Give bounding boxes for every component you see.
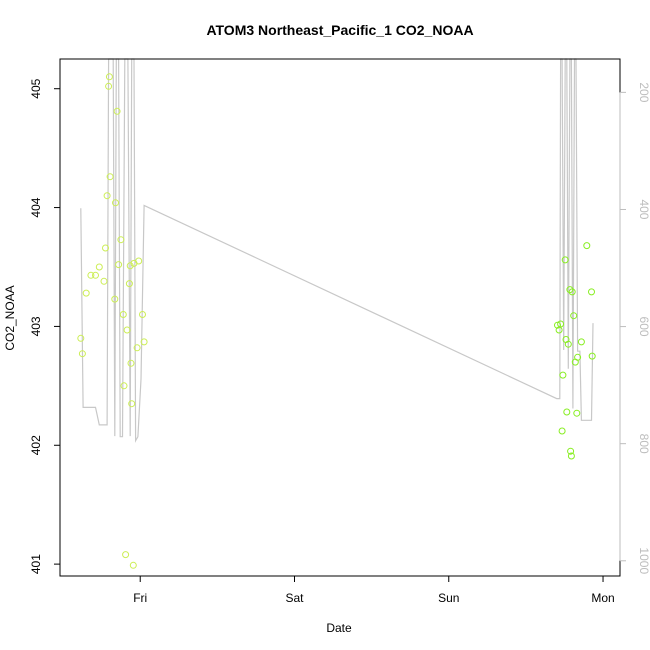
data-point	[122, 551, 130, 559]
x-axis: Fri Sat Sun Mon	[133, 575, 615, 605]
chart-title: ATOM3 Northeast_Pacific_1 CO2_NOAA	[206, 22, 473, 38]
point-series	[77, 73, 596, 569]
data-point	[119, 311, 127, 318]
data-point	[111, 295, 119, 303]
data-point	[105, 82, 113, 90]
x-axis-label: Date	[326, 621, 352, 635]
data-point	[588, 352, 596, 360]
data-point	[557, 320, 565, 328]
y-axis-label: CO2_NOAA	[3, 285, 17, 350]
x-tick-label: Sun	[438, 591, 459, 605]
data-point	[574, 353, 582, 361]
data-point	[113, 107, 121, 115]
data-point	[561, 256, 569, 264]
data-point	[583, 242, 591, 250]
y-tick-label: 404	[29, 197, 43, 217]
data-point	[82, 289, 90, 297]
data-point	[77, 334, 85, 342]
data-point	[100, 277, 108, 285]
x-tick-label: Fri	[133, 591, 147, 605]
y-tick-label: 402	[29, 435, 43, 455]
line-series	[80, 58, 594, 443]
data-point	[133, 344, 141, 352]
data-point	[87, 271, 95, 279]
data-point	[78, 350, 86, 358]
y2-tick-label: 800	[637, 434, 650, 454]
data-point	[559, 371, 567, 379]
data-point	[563, 408, 571, 416]
y2-tick-label: 1000	[637, 547, 650, 574]
data-point	[140, 338, 148, 346]
data-point	[102, 244, 109, 252]
data-point	[120, 382, 128, 390]
y2-tick-label: 200	[637, 82, 650, 102]
y2-tick-label: 400	[637, 199, 650, 219]
y-axis-right: 200 400 600 800 1000	[619, 82, 650, 574]
x-tick-label: Sat	[285, 591, 304, 605]
y-tick-label: 403	[29, 316, 43, 336]
data-point	[573, 409, 581, 417]
x-tick-label: Mon	[591, 591, 614, 605]
data-point	[112, 199, 119, 207]
data-point	[564, 340, 572, 348]
data-point	[554, 321, 561, 329]
data-point	[567, 452, 575, 460]
data-point	[95, 263, 103, 271]
data-point	[126, 262, 134, 270]
y-axis-left: 401 402 403 404 405	[29, 78, 61, 574]
data-point	[117, 236, 125, 244]
data-point	[105, 73, 113, 81]
data-point	[588, 288, 595, 296]
data-point	[129, 561, 137, 569]
data-point	[125, 280, 133, 288]
data-point	[123, 326, 131, 334]
y2-tick-label: 600	[637, 317, 650, 337]
data-point	[568, 288, 576, 296]
data-point	[127, 359, 135, 367]
data-point	[106, 173, 114, 181]
data-point	[115, 261, 123, 269]
data-point	[135, 257, 143, 265]
data-point	[567, 447, 575, 455]
data-point	[566, 286, 574, 294]
data-point	[570, 312, 578, 320]
y-tick-label: 401	[29, 554, 43, 574]
y-tick-label: 405	[29, 78, 43, 98]
data-point	[103, 192, 111, 200]
line-path	[80, 58, 594, 443]
data-point	[128, 400, 136, 408]
data-point	[139, 311, 146, 318]
data-point	[558, 427, 566, 435]
data-point	[92, 271, 99, 279]
data-point	[577, 338, 585, 346]
